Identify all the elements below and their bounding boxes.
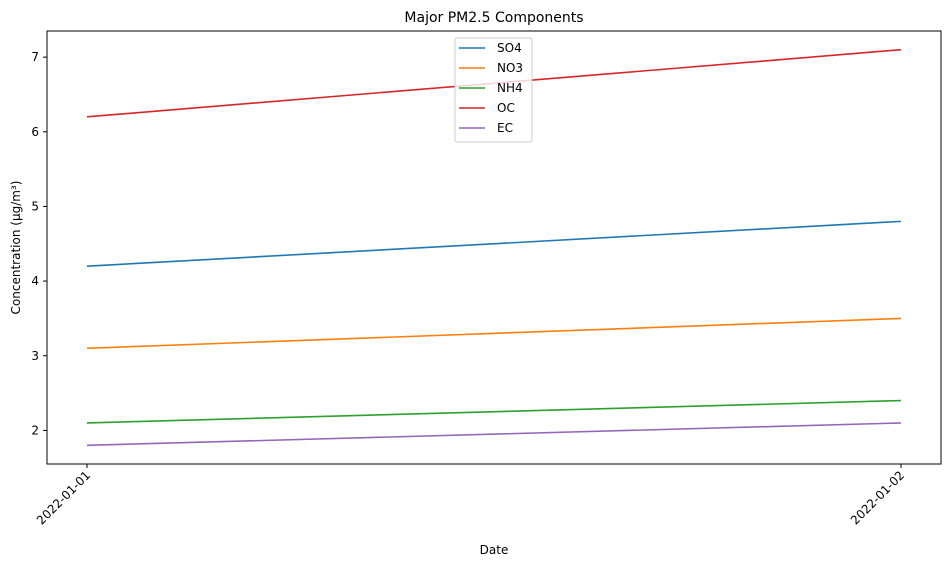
legend-label-oc: OC xyxy=(497,101,515,115)
x-tick-label: 2022-01-01 xyxy=(34,468,93,527)
series-line-so4 xyxy=(86,220,902,267)
series-line-no3 xyxy=(86,317,902,350)
legend-label-so4: SO4 xyxy=(497,41,522,55)
y-tick-label: 2 xyxy=(31,423,39,437)
y-tick-label: 4 xyxy=(31,274,39,288)
legend-label-no3: NO3 xyxy=(497,61,523,75)
y-tick-label: 6 xyxy=(31,125,39,139)
legend-label-ec: EC xyxy=(497,121,513,135)
legend-box xyxy=(454,37,533,143)
x-tick-label: 2022-01-02 xyxy=(848,468,907,527)
legend: SO4 NO3 NH4 OC EC xyxy=(454,37,533,143)
y-axis-label: Concentration (µg/m³) xyxy=(9,181,23,315)
chart-title: Major PM2.5 Components xyxy=(404,10,583,26)
series-line-ec xyxy=(86,422,902,447)
y-tick-label: 3 xyxy=(31,349,39,363)
legend-label-nh4: NH4 xyxy=(497,81,523,95)
series-line-nh4 xyxy=(86,399,902,424)
plot-area-frame xyxy=(46,30,942,465)
y-tick-label: 5 xyxy=(31,199,39,213)
y-tick-label: 7 xyxy=(31,50,39,64)
x-axis-label: Date xyxy=(480,543,509,557)
